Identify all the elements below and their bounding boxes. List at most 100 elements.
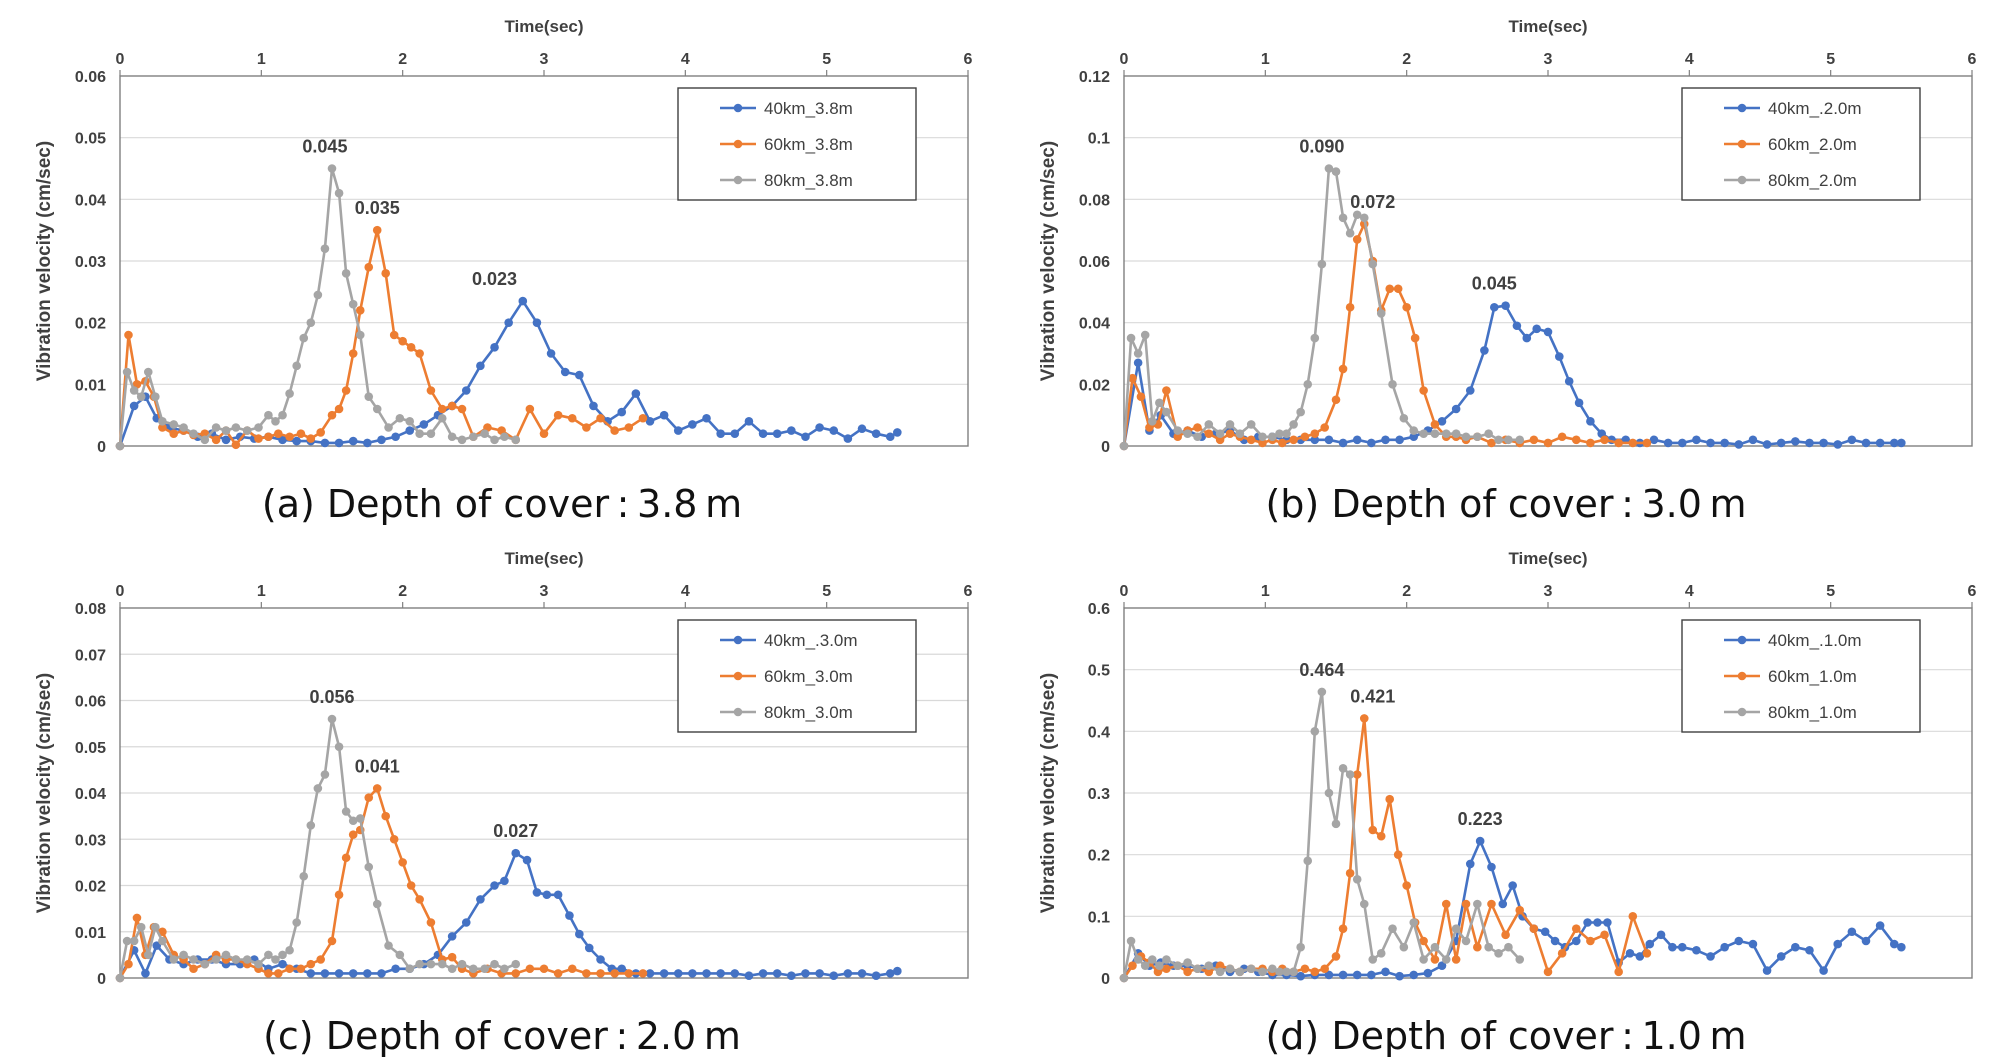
data-point (702, 413, 711, 423)
data-point (1345, 868, 1355, 878)
peak-label: 0.421 (1350, 686, 1395, 706)
data-point (1555, 352, 1564, 361)
data-point (1574, 398, 1584, 408)
data-point (447, 964, 457, 974)
peak-label: 0.035 (355, 198, 400, 218)
data-point (1557, 949, 1567, 958)
data-point (1331, 167, 1341, 176)
y-tick-label: 0.04 (75, 192, 106, 209)
data-point (1847, 435, 1857, 445)
legend-swatch-marker (733, 635, 743, 645)
data-point (415, 895, 424, 904)
x-tick-label: 3 (540, 583, 549, 600)
legend-swatch-marker (733, 103, 743, 113)
data-point (254, 959, 263, 969)
data-point (1475, 836, 1485, 846)
data-point (1162, 955, 1171, 964)
legend-swatch-marker (1737, 103, 1747, 113)
y-tick-label: 0.04 (75, 786, 106, 803)
data-point (1512, 321, 1522, 331)
data-point (1409, 970, 1419, 980)
data-point (1268, 964, 1277, 974)
data-point (1359, 899, 1369, 909)
x-tick-label: 1 (257, 51, 266, 68)
x-tick-label: 2 (1402, 51, 1411, 68)
data-point (1320, 423, 1329, 432)
peak-label: 0.090 (1299, 137, 1344, 157)
data-point (1324, 788, 1334, 798)
x-tick-label: 1 (1261, 51, 1270, 68)
data-point (1645, 939, 1655, 949)
data-point (381, 811, 391, 821)
data-point (395, 413, 405, 423)
series-line-80km-3-8m (118, 167, 517, 447)
data-point (1352, 435, 1362, 445)
data-point (143, 367, 153, 377)
panel-c: 0 0.01 0.02 0.03 0.04 0.05 0.06 0.07 0.08 0 1 2 3 4 5 6… (0, 532, 1004, 1064)
data-point (389, 834, 399, 844)
data-point (1430, 955, 1440, 964)
data-point (596, 413, 605, 423)
data-point (511, 969, 521, 978)
y-tick-label: 0 (1101, 439, 1110, 456)
data-point (1484, 429, 1493, 438)
data-point (158, 423, 167, 432)
data-point (1395, 435, 1404, 445)
data-point (1819, 966, 1828, 975)
data-point (1583, 918, 1592, 927)
peak-label: 0.023 (472, 269, 517, 289)
data-point (829, 971, 839, 980)
data-point (1140, 961, 1150, 970)
data-point (532, 318, 542, 327)
data-point (1352, 235, 1362, 244)
data-point (1614, 967, 1623, 977)
data-point (1393, 850, 1403, 859)
data-point (292, 436, 301, 446)
data-point (1473, 899, 1482, 909)
x-tick-label: 6 (964, 583, 973, 600)
data-point (278, 410, 287, 420)
data-point (1897, 438, 1906, 448)
data-point (122, 936, 132, 946)
data-point (1586, 417, 1595, 426)
legend-label: 60km_2.0m (1768, 135, 1857, 154)
data-point (1532, 324, 1541, 334)
data-point (151, 922, 160, 932)
data-point (306, 434, 316, 443)
data-point (716, 429, 725, 438)
plot-frame (119, 607, 969, 979)
x-axis-title: Time(sec) (504, 17, 583, 36)
data-point (426, 918, 436, 927)
data-point (221, 435, 231, 445)
data-point (372, 784, 382, 793)
data-point (1677, 942, 1687, 952)
data-point (391, 964, 400, 974)
data-point (124, 959, 133, 969)
data-point (1388, 924, 1397, 933)
data-point (1359, 213, 1369, 223)
data-point (1522, 333, 1532, 343)
data-point (511, 848, 521, 858)
data-point (1451, 924, 1461, 933)
y-tick-label: 0.05 (75, 131, 106, 148)
data-point (1310, 727, 1320, 736)
data-point (1508, 881, 1517, 890)
data-point (1593, 918, 1602, 927)
data-point (1215, 961, 1225, 970)
x-tick-label: 2 (398, 51, 407, 68)
caption-b: (b) Depth of cover : 3.0 m (1265, 482, 1747, 526)
data-point (327, 714, 337, 724)
data-point (1487, 862, 1496, 872)
data-point (1331, 819, 1341, 829)
data-point (1461, 936, 1471, 946)
legend-box (1681, 619, 1921, 733)
data-point (1183, 429, 1192, 438)
data-point (480, 964, 489, 974)
data-point (447, 932, 457, 941)
data-point (546, 349, 556, 358)
data-point (363, 969, 372, 978)
data-point (659, 969, 669, 978)
data-point (115, 441, 125, 451)
data-point (1600, 435, 1609, 445)
data-point (1441, 955, 1451, 964)
